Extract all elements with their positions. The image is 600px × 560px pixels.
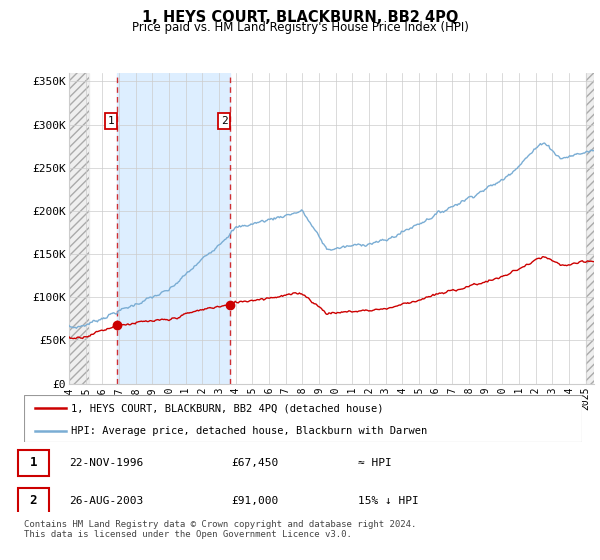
Text: 2: 2 <box>29 494 37 507</box>
Bar <box>118 73 230 384</box>
Bar <box>586 73 594 384</box>
Text: £67,450: £67,450 <box>231 458 278 468</box>
Text: 1, HEYS COURT, BLACKBURN, BB2 4PQ (detached house): 1, HEYS COURT, BLACKBURN, BB2 4PQ (detac… <box>71 403 384 413</box>
Bar <box>586 73 594 384</box>
Text: 2: 2 <box>221 116 227 126</box>
Text: 15% ↓ HPI: 15% ↓ HPI <box>358 496 418 506</box>
Bar <box>69 73 89 384</box>
Bar <box>69 73 89 384</box>
Text: 1: 1 <box>107 116 114 126</box>
Text: 1: 1 <box>29 456 37 469</box>
Text: HPI: Average price, detached house, Blackburn with Darwen: HPI: Average price, detached house, Blac… <box>71 426 428 436</box>
Text: ≈ HPI: ≈ HPI <box>358 458 391 468</box>
FancyBboxPatch shape <box>18 488 49 514</box>
Text: 26-AUG-2003: 26-AUG-2003 <box>70 496 144 506</box>
FancyBboxPatch shape <box>18 450 49 475</box>
Text: 1, HEYS COURT, BLACKBURN, BB2 4PQ: 1, HEYS COURT, BLACKBURN, BB2 4PQ <box>142 10 458 25</box>
Text: 22-NOV-1996: 22-NOV-1996 <box>70 458 144 468</box>
Text: £91,000: £91,000 <box>231 496 278 506</box>
Text: Price paid vs. HM Land Registry's House Price Index (HPI): Price paid vs. HM Land Registry's House … <box>131 21 469 34</box>
Text: Contains HM Land Registry data © Crown copyright and database right 2024.
This d: Contains HM Land Registry data © Crown c… <box>24 520 416 539</box>
